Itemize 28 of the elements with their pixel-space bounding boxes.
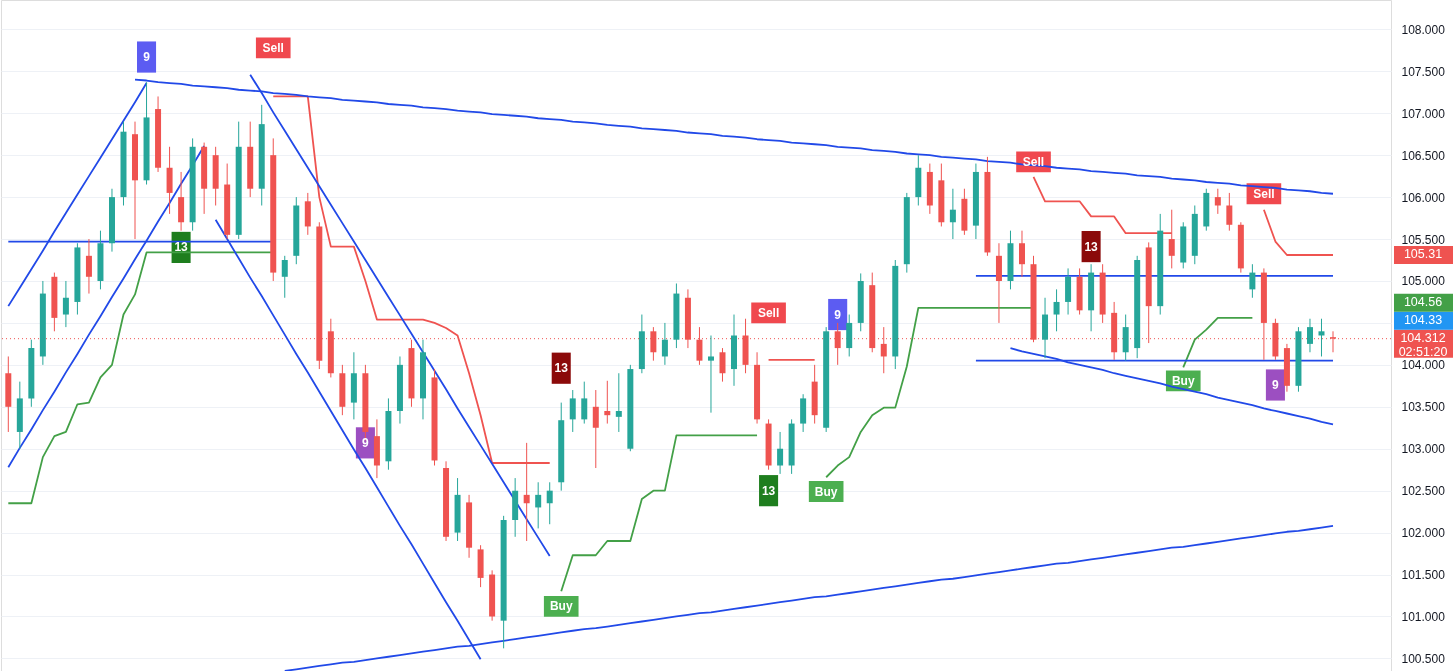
- y-tick-label: 106.500: [1401, 148, 1446, 163]
- y-tick-label: 103.500: [1401, 400, 1446, 415]
- series-label: 13: [554, 361, 569, 376]
- text: 9: [834, 307, 842, 322]
- text: 9: [362, 435, 369, 450]
- y-tick-label: 100.500: [1401, 651, 1446, 666]
- series-label: 13: [174, 240, 189, 255]
- text: 13: [1084, 239, 1098, 254]
- text: 02:51:20: [1398, 344, 1448, 359]
- text: 105.31: [1403, 246, 1443, 261]
- y-tick-label: 104.000: [1401, 358, 1446, 373]
- y-tick-label: 107.500: [1401, 64, 1446, 79]
- y-tick-label: 102.000: [1401, 526, 1446, 541]
- series-label: 9: [1272, 377, 1280, 392]
- text: 13: [761, 483, 776, 498]
- y-tick-label: 101.500: [1401, 568, 1446, 583]
- ref-line-label: 104.312: [1400, 330, 1446, 345]
- y-tick-label: 103.000: [1401, 442, 1446, 457]
- y-tick-label: 107.000: [1401, 106, 1446, 121]
- y-tick-label: 106.000: [1401, 190, 1446, 205]
- series-label: 9: [143, 50, 151, 65]
- text: 104.56: [1403, 294, 1443, 309]
- y-tick-label: 105.500: [1401, 232, 1446, 247]
- y-tick-label: 101.000: [1401, 609, 1446, 624]
- y-tick-label: 105.000: [1401, 274, 1446, 289]
- text: 104.33: [1403, 312, 1443, 327]
- y-tick-label: 108.000: [1401, 22, 1446, 37]
- y-tick-label: 102.500: [1401, 484, 1446, 499]
